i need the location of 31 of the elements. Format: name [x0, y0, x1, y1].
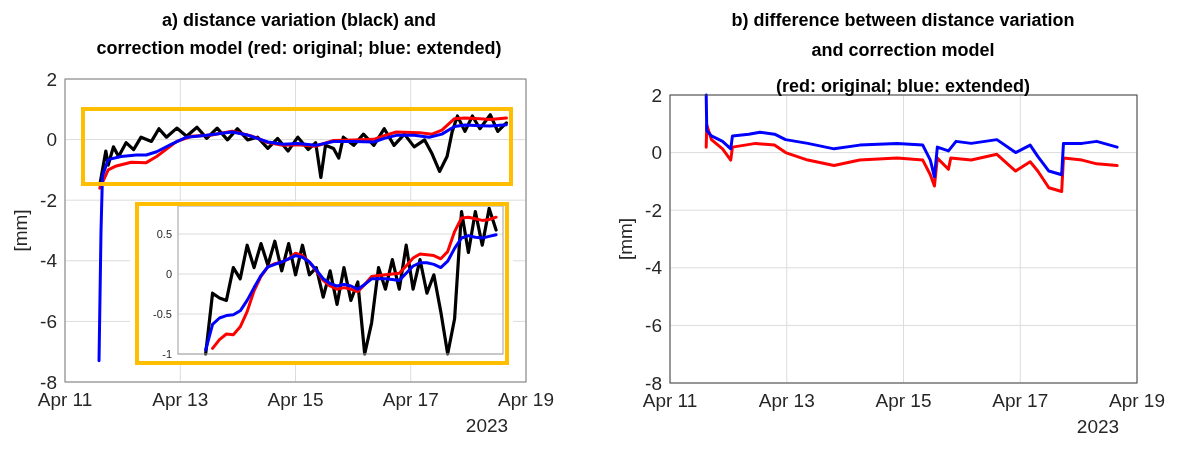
- y-tick-label: 0: [165, 267, 172, 280]
- line-series: [204, 233, 498, 352]
- y-tick-label: -4: [645, 257, 663, 279]
- y-tick-label: 0.5: [156, 227, 172, 240]
- line-series: [97, 123, 508, 363]
- y-axis-title: [mm]: [10, 209, 31, 252]
- x-tick-label: Apr 13: [758, 390, 815, 411]
- y-tick-label: 2: [46, 68, 57, 90]
- y-tick-label: -0.5: [153, 307, 172, 320]
- x-tick-label: Apr 17: [382, 389, 439, 410]
- y-tick-label: 2: [651, 84, 662, 106]
- x-tick-label: Apr 13: [152, 389, 209, 410]
- y-tick-label: -6: [645, 315, 662, 337]
- y-tick-label: -2: [40, 189, 57, 211]
- y-tick-label: 0: [46, 129, 57, 151]
- y-axis-title: [mm]: [615, 217, 636, 261]
- line-series: [704, 123, 1119, 193]
- x-tick-label: Apr 19: [498, 389, 554, 410]
- y-tick-label: -4: [40, 250, 58, 272]
- y-tick-label: -1: [162, 347, 172, 360]
- y-tick-label: 0: [651, 142, 662, 164]
- x-tick-label: Apr 17: [992, 390, 1049, 411]
- chart-title: b) difference between distance variation and correction model (red: original; blue: extended): [731, 10, 1075, 96]
- x-tick-label: Apr 15: [267, 389, 324, 410]
- y-tick-label: -2: [645, 199, 662, 221]
- x-tick-label: Apr 19: [1109, 390, 1165, 411]
- text: 2023: [465, 415, 509, 436]
- y-tick-label: -6: [40, 311, 57, 333]
- x-tick-label: Apr 15: [875, 390, 932, 411]
- text: 2023: [1076, 416, 1120, 437]
- chart-title: a) distance variation (black) and correction model (red: original; blue: extended): [96, 10, 502, 58]
